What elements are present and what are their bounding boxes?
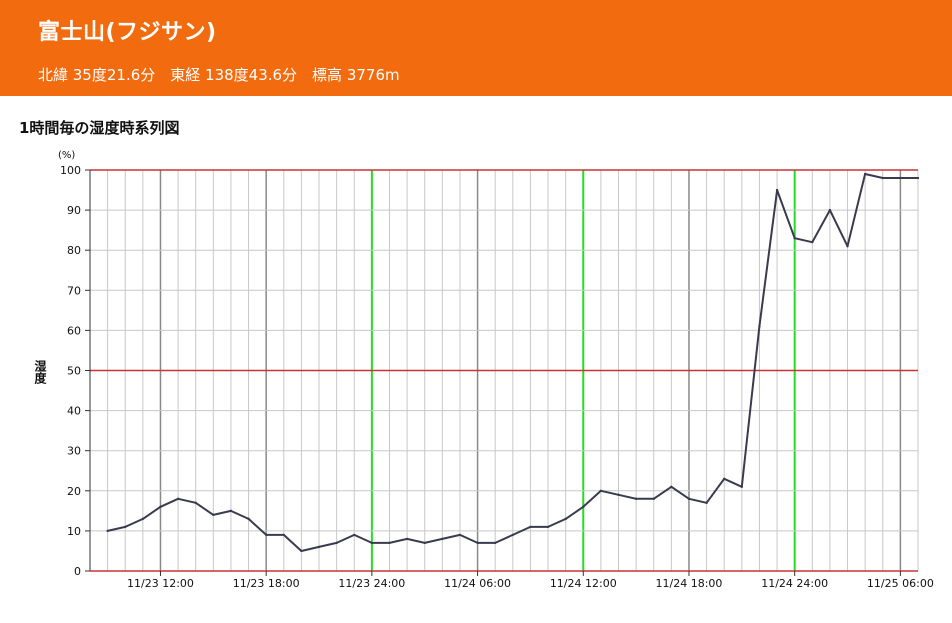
humidity-data-point [141,517,145,521]
humidity-data-point [670,485,673,488]
humidity-data-point [881,176,884,180]
humidity-data-point [705,501,708,505]
x-tick-label: 11/23 18:00 [233,577,300,590]
humidity-line-chart: 0 10 20 30 40 50 60 70 80 90 100 11/23 12:00 11/23 1… [33,150,934,590]
y-tick-label: 50 [67,365,81,378]
station-coordinates: 北緯 35度21.6分 東経 138度43.6分 標高 3776m [38,66,400,84]
humidity-data-point [723,477,726,480]
x-tick-label: 11/23 24:00 [338,577,405,590]
y-tick-label: 80 [67,244,81,257]
humidity-data-point [899,176,902,180]
humidity-data-point [229,509,233,513]
y-tick-label: 30 [67,445,81,458]
grid-layer [89,169,919,572]
station-name: 富士山(フジサン) [38,20,217,45]
humidity-data-point [370,541,374,545]
humidity-data-point [652,497,655,501]
humidity-data-point [159,505,162,509]
humidity-data-point [775,188,779,192]
humidity-data-point [194,501,197,505]
y-tick-label: 60 [67,324,81,337]
humidity-data-point [476,541,479,545]
x-tick-label: 11/25 06:00 [867,577,934,590]
humidity-data-point [846,244,849,248]
y-tick-label: 40 [67,405,81,418]
humidity-data-point [300,549,303,553]
humidity-data-point [423,541,426,545]
humidity-data-point [511,533,515,537]
humidity-data-point [335,541,338,545]
humidity-data-point [388,541,391,545]
humidity-data-point [617,493,620,497]
humidity-data-point [634,497,638,501]
humidity-data-point [247,517,250,521]
humidity-data-point [405,537,409,541]
y-tick-label: 70 [67,284,81,297]
y-axis-label: 湿度 [33,359,47,385]
humidity-data-point [811,240,814,244]
humidity-data-point [740,485,744,488]
humidity-data-point [212,513,215,517]
chart-title: 1時間毎の湿度時系列図 [19,119,180,137]
y-tick-label: 10 [67,525,81,538]
humidity-data-point [282,533,285,537]
humidity-data-point [441,537,444,541]
humidity-data-point [264,533,268,537]
y-tick-label: 90 [67,204,81,217]
humidity-data-point [546,525,550,529]
humidity-data-point [863,172,867,176]
humidity-data-point [124,525,127,529]
humidity-data-point [828,208,832,212]
station-header: 富士山(フジサン) 北緯 35度21.6分 東経 138度43.6分 標高 37… [0,0,952,96]
humidity-data-point [916,176,920,180]
humidity-data-point [599,489,603,492]
x-tick-label: 11/24 24:00 [761,577,828,590]
humidity-data-point [793,236,796,240]
humidity-data-point [176,497,180,501]
axis-layer: 0 10 20 30 40 50 60 70 80 90 100 11/23 12:00 11/23 1… [60,164,934,590]
humidity-data-point [317,545,321,549]
humidity-data-point [564,517,567,521]
x-tick-label: 11/24 18:00 [656,577,723,590]
x-tick-label: 11/23 12:00 [127,577,194,590]
humidity-data-point [493,541,497,545]
y-tick-label: 20 [67,485,81,498]
humidity-data-point [687,497,691,501]
y-tick-label: 0 [74,565,81,578]
y-tick-label: 100 [60,164,81,177]
humidity-data-point [106,529,109,533]
x-tick-label: 11/24 06:00 [444,577,511,590]
humidity-data-point [582,505,585,509]
series-layer [106,172,920,553]
y-unit-label: (%) [58,150,75,161]
x-tick-label: 11/24 12:00 [550,577,617,590]
humidity-data-point [458,533,462,537]
humidity-data-point [529,525,532,529]
humidity-data-point [353,533,356,537]
humidity-data-point [758,325,761,328]
